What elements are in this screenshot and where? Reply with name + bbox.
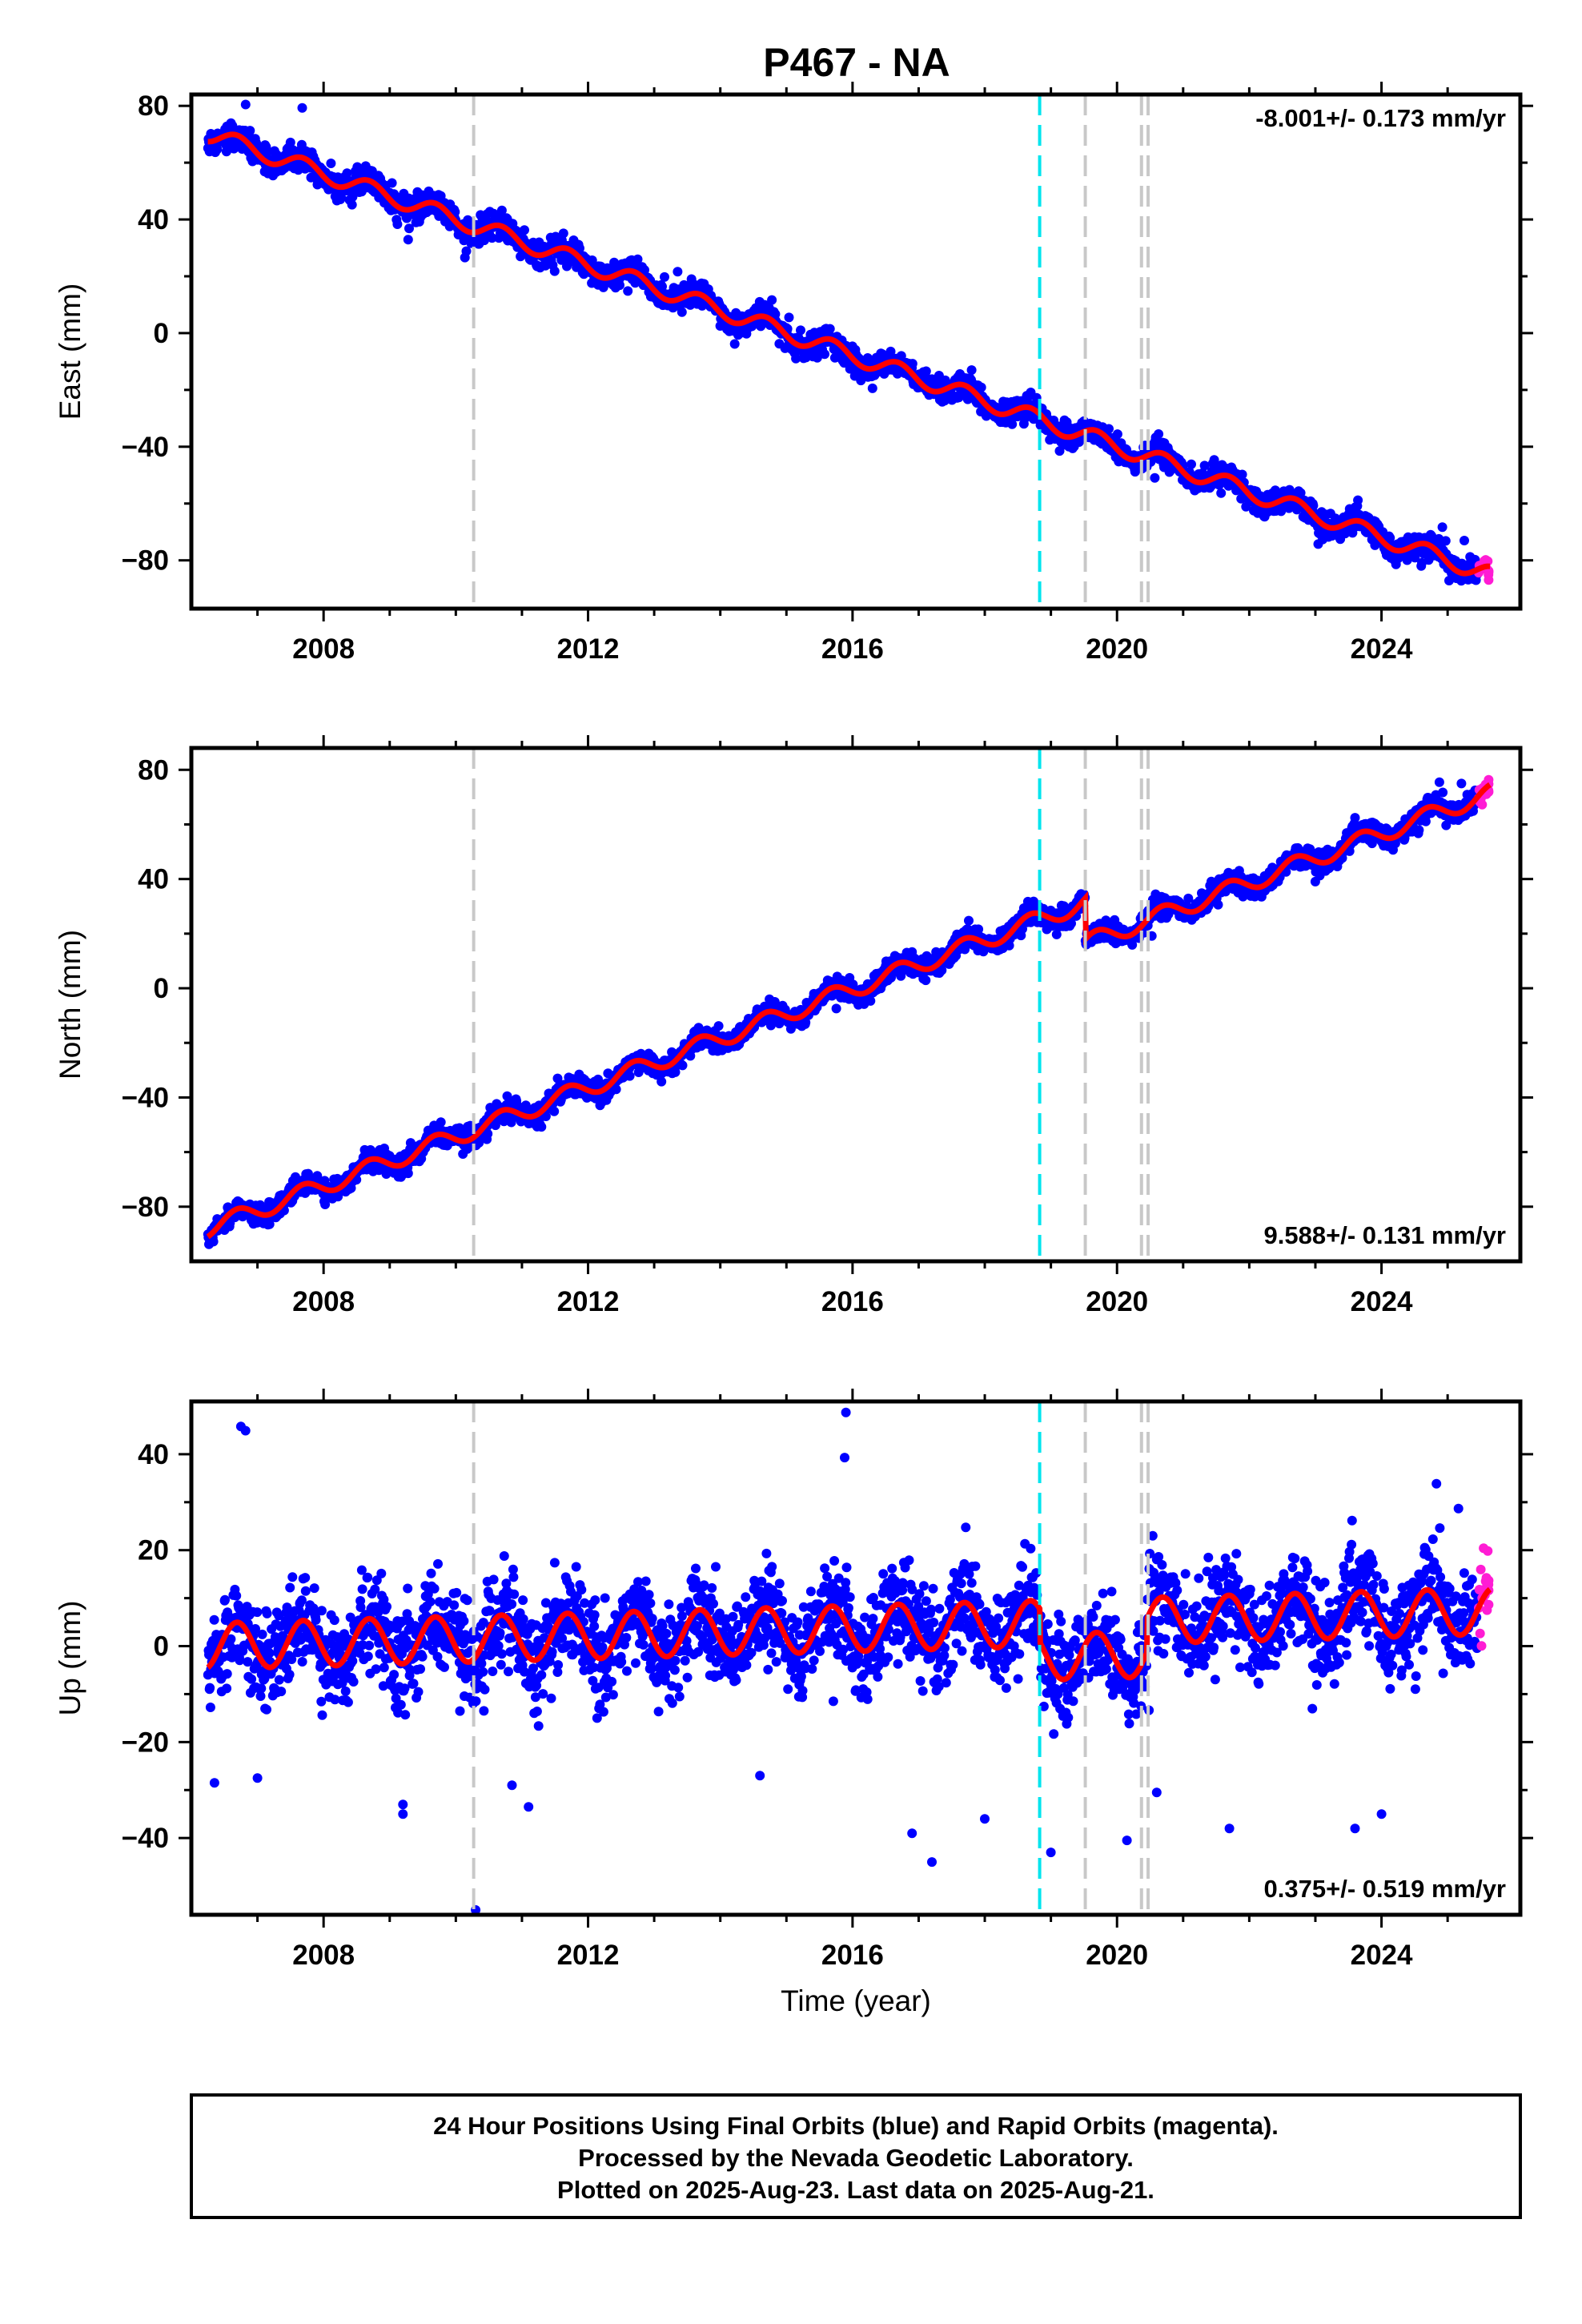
final-orbit-point xyxy=(461,246,472,256)
x-tick-label: 2008 xyxy=(292,633,355,665)
y-tick-label: 0 xyxy=(154,318,169,349)
final-orbit-point xyxy=(496,205,507,215)
final-orbit-point xyxy=(245,126,255,136)
final-orbit-point xyxy=(487,233,497,243)
final-orbit-point xyxy=(624,1071,635,1081)
final-orbit-point xyxy=(1213,899,1223,910)
x-tick-label: 2020 xyxy=(1086,633,1148,665)
final-orbit-point xyxy=(670,1067,681,1077)
x-tick-label: 2024 xyxy=(1351,633,1413,665)
x-tick-label: 2012 xyxy=(557,633,620,665)
final-orbit-point xyxy=(403,235,413,245)
final-orbit-point xyxy=(1154,429,1164,439)
final-orbit-point xyxy=(660,271,669,282)
final-orbit-point xyxy=(1440,536,1451,546)
final-orbit-point xyxy=(820,349,829,360)
final-orbit-point xyxy=(403,1168,413,1179)
y-tick-label: 40 xyxy=(138,204,169,235)
data-points xyxy=(203,99,1494,586)
y-tick-label: 80 xyxy=(138,90,169,122)
final-orbit-point xyxy=(347,199,357,210)
rapid-orbit-point xyxy=(1484,575,1494,585)
final-orbit-point xyxy=(558,228,568,239)
panel-east: 2008 2012 2016 2020 2024 80 40 0 −40 −80 East (mm)… xyxy=(54,82,1533,665)
final-orbit-point xyxy=(831,1003,841,1014)
final-orbit-point xyxy=(1437,522,1447,533)
final-orbit-point xyxy=(549,266,560,276)
final-orbit-point xyxy=(263,147,273,157)
final-orbit-point xyxy=(326,159,336,168)
final-orbit-point xyxy=(677,1060,688,1071)
final-orbit-point xyxy=(240,99,251,110)
final-orbit-point xyxy=(1385,533,1395,543)
final-orbit-point xyxy=(784,312,794,323)
final-orbit-point xyxy=(285,137,295,147)
data-points xyxy=(203,774,1494,1249)
final-orbit-point xyxy=(1186,459,1196,469)
final-orbit-point xyxy=(1460,536,1469,545)
final-orbit-point xyxy=(623,286,633,296)
final-orbit-point xyxy=(921,975,931,986)
final-orbit-point xyxy=(404,223,414,234)
final-orbit-point xyxy=(536,1122,547,1132)
final-orbit-point xyxy=(729,339,740,349)
final-orbit-point xyxy=(615,280,624,291)
y-axis-label: East (mm) xyxy=(54,283,86,420)
final-orbit-point xyxy=(964,915,974,926)
final-orbit-point xyxy=(387,178,397,188)
final-orbit-point xyxy=(347,191,358,202)
final-orbit-point xyxy=(436,1117,446,1128)
y-tick-label: −80 xyxy=(122,545,169,577)
final-orbit-point xyxy=(673,267,683,277)
y-tick-label: −40 xyxy=(122,432,169,463)
final-orbit-point xyxy=(796,325,805,336)
x-tick-label: 2016 xyxy=(821,633,884,665)
final-orbit-point xyxy=(1104,424,1114,434)
final-orbit-point xyxy=(549,1106,560,1116)
final-orbit-point xyxy=(1353,495,1363,505)
final-orbit-point xyxy=(1216,488,1227,498)
final-orbit-point xyxy=(867,383,877,393)
final-orbit-point xyxy=(966,365,977,376)
final-orbit-point xyxy=(713,1021,724,1031)
velocity-annotation: -8.001+/- 0.173 mm/yr xyxy=(1255,104,1506,132)
final-orbit-point xyxy=(342,168,352,179)
figure-title: P467 - NA xyxy=(763,40,950,85)
final-orbit-point xyxy=(1112,429,1122,440)
final-orbit-point xyxy=(976,382,986,392)
final-orbit-point xyxy=(297,103,307,113)
final-orbit-point xyxy=(656,1076,667,1087)
final-orbit-point xyxy=(865,995,876,1006)
final-orbit-point xyxy=(677,307,687,317)
final-orbit-point xyxy=(575,243,584,253)
final-orbit-point xyxy=(767,295,777,305)
final-orbit-point xyxy=(1150,472,1160,483)
final-orbit-point xyxy=(520,225,529,235)
final-orbit-point xyxy=(221,147,231,157)
final-orbit-point xyxy=(392,219,403,229)
final-orbit-point xyxy=(1237,469,1247,480)
final-orbit-point xyxy=(825,324,835,334)
